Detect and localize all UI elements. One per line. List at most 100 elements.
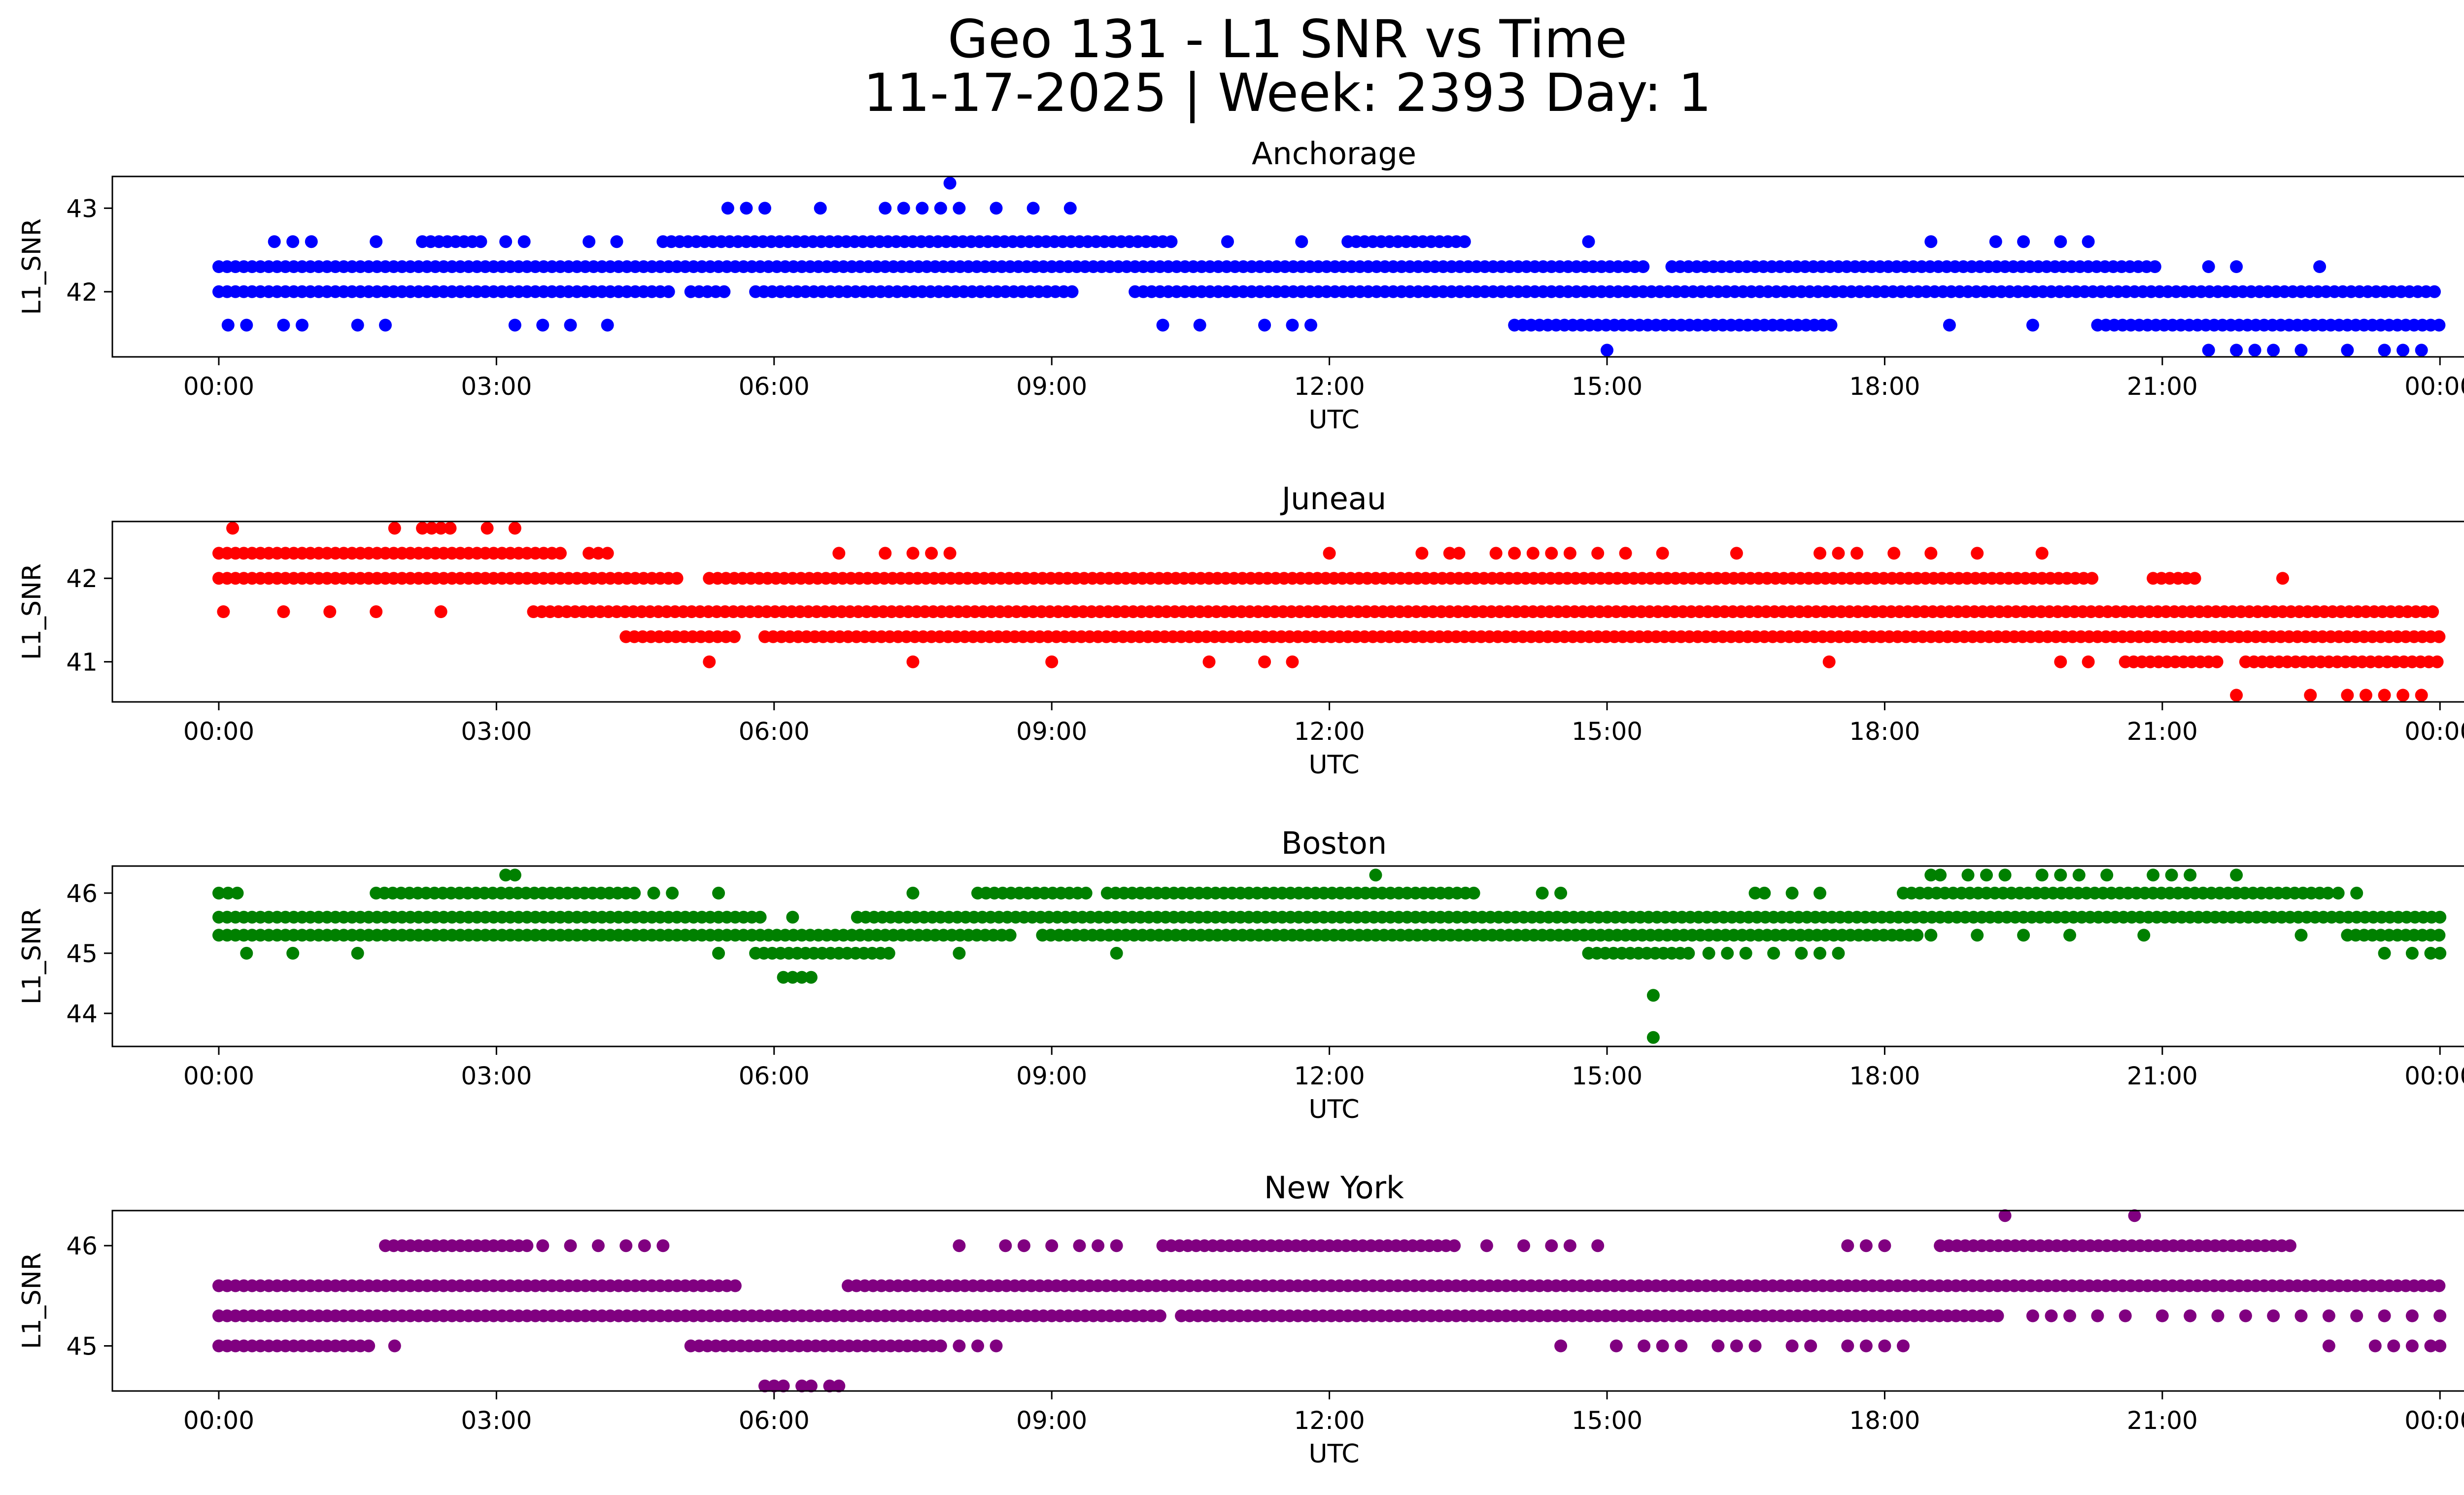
data-point — [1286, 318, 1299, 332]
y-axis-label: L1_SNR — [17, 563, 47, 660]
data-point — [943, 547, 957, 560]
data-point — [2091, 1309, 2104, 1322]
data-point — [2184, 869, 2197, 882]
scatter-series — [212, 522, 2446, 702]
data-point — [1804, 1339, 1817, 1353]
data-point — [2267, 344, 2280, 357]
data-point — [444, 522, 457, 535]
data-point — [1458, 235, 1471, 248]
data-point — [647, 886, 660, 900]
data-point — [2184, 1309, 2197, 1322]
data-point — [388, 522, 401, 535]
data-point — [2267, 1309, 2280, 1322]
data-point — [2188, 572, 2201, 585]
data-point — [474, 235, 487, 248]
data-point — [1887, 547, 1901, 560]
x-tick-label: 12:00 — [1294, 1062, 1365, 1090]
data-point — [1822, 655, 1836, 668]
data-point — [362, 1339, 376, 1353]
x-tick-label: 06:00 — [739, 1406, 810, 1435]
data-point — [2230, 869, 2243, 882]
data-point — [2230, 689, 2243, 702]
data-point — [1924, 929, 1938, 942]
data-point — [916, 202, 929, 215]
data-point — [536, 1239, 549, 1252]
x-tick-label: 09:00 — [1016, 1406, 1087, 1435]
data-point — [879, 202, 892, 215]
data-point — [2148, 260, 2161, 273]
data-point — [2045, 1309, 2058, 1322]
data-point — [520, 1239, 534, 1252]
data-point — [943, 176, 957, 190]
data-point — [703, 655, 716, 668]
x-tick-label: 09:00 — [1016, 1062, 1087, 1090]
x-tick-label: 00:00 — [183, 717, 254, 746]
plot-frame — [111, 521, 2464, 703]
data-point — [1814, 886, 1826, 900]
plot-frame — [111, 865, 2464, 1047]
y-tick-label: 46 — [66, 879, 98, 908]
data-point — [879, 547, 892, 560]
data-point — [1859, 1339, 1873, 1353]
data-point — [1748, 1339, 1762, 1353]
x-axis-label: UTC — [1308, 405, 1359, 435]
data-point — [1591, 547, 1605, 560]
data-point — [1110, 946, 1123, 960]
data-point — [712, 946, 725, 960]
y-tick-label: 45 — [66, 939, 98, 968]
data-point — [1971, 547, 1984, 560]
data-point — [814, 202, 827, 215]
data-point — [2086, 572, 2099, 585]
scatter-series — [212, 869, 2447, 1044]
data-point — [1323, 547, 1336, 560]
data-point — [480, 522, 494, 535]
data-point — [1554, 886, 1568, 900]
subplot-title: Juneau — [1280, 481, 1386, 517]
data-point — [1656, 1339, 1669, 1353]
data-point — [656, 1239, 670, 1252]
data-point — [2276, 572, 2289, 585]
data-point — [564, 318, 577, 332]
data-point — [1582, 235, 1595, 248]
data-point — [953, 1239, 966, 1252]
data-point — [1517, 1239, 1530, 1252]
data-point — [2313, 260, 2327, 273]
x-tick-label: 18:00 — [1849, 717, 1920, 746]
data-point — [2405, 946, 2419, 960]
data-point — [2396, 344, 2410, 357]
data-point — [1467, 886, 1480, 900]
data-point — [2378, 1309, 2391, 1322]
y-tick-label: 45 — [66, 1332, 98, 1361]
scatter-series — [212, 176, 2446, 357]
data-point — [2294, 1309, 2308, 1322]
subplot-title: Boston — [1281, 825, 1387, 861]
data-point — [619, 1239, 633, 1252]
data-point — [1897, 1339, 1910, 1353]
data-point — [2230, 344, 2243, 357]
x-axis-label: UTC — [1308, 1439, 1359, 1469]
data-point — [2341, 344, 2354, 357]
data-point — [1646, 989, 1660, 1002]
x-tick-label: 18:00 — [1849, 372, 1920, 401]
data-point — [351, 946, 364, 960]
data-point — [2035, 547, 2049, 560]
data-point — [221, 318, 235, 332]
data-point — [1850, 547, 1864, 560]
data-point — [564, 1239, 577, 1252]
data-point — [277, 605, 290, 618]
x-tick-label: 00:00 — [183, 1406, 254, 1435]
data-point — [1989, 235, 2002, 248]
data-point — [1824, 318, 1838, 332]
y-tick-label: 42 — [66, 278, 98, 307]
x-tick-label: 03:00 — [461, 1062, 532, 1090]
data-point — [1526, 547, 1540, 560]
data-point — [1878, 1339, 1891, 1353]
data-point — [2433, 910, 2447, 924]
plot-frame — [111, 1210, 2464, 1392]
data-point — [2017, 235, 2030, 248]
data-point — [268, 235, 281, 248]
data-point — [2035, 869, 2049, 882]
y-axis-label: L1_SNR — [17, 908, 47, 1005]
data-point — [1536, 886, 1549, 900]
x-tick-label: 18:00 — [1849, 1406, 1920, 1435]
